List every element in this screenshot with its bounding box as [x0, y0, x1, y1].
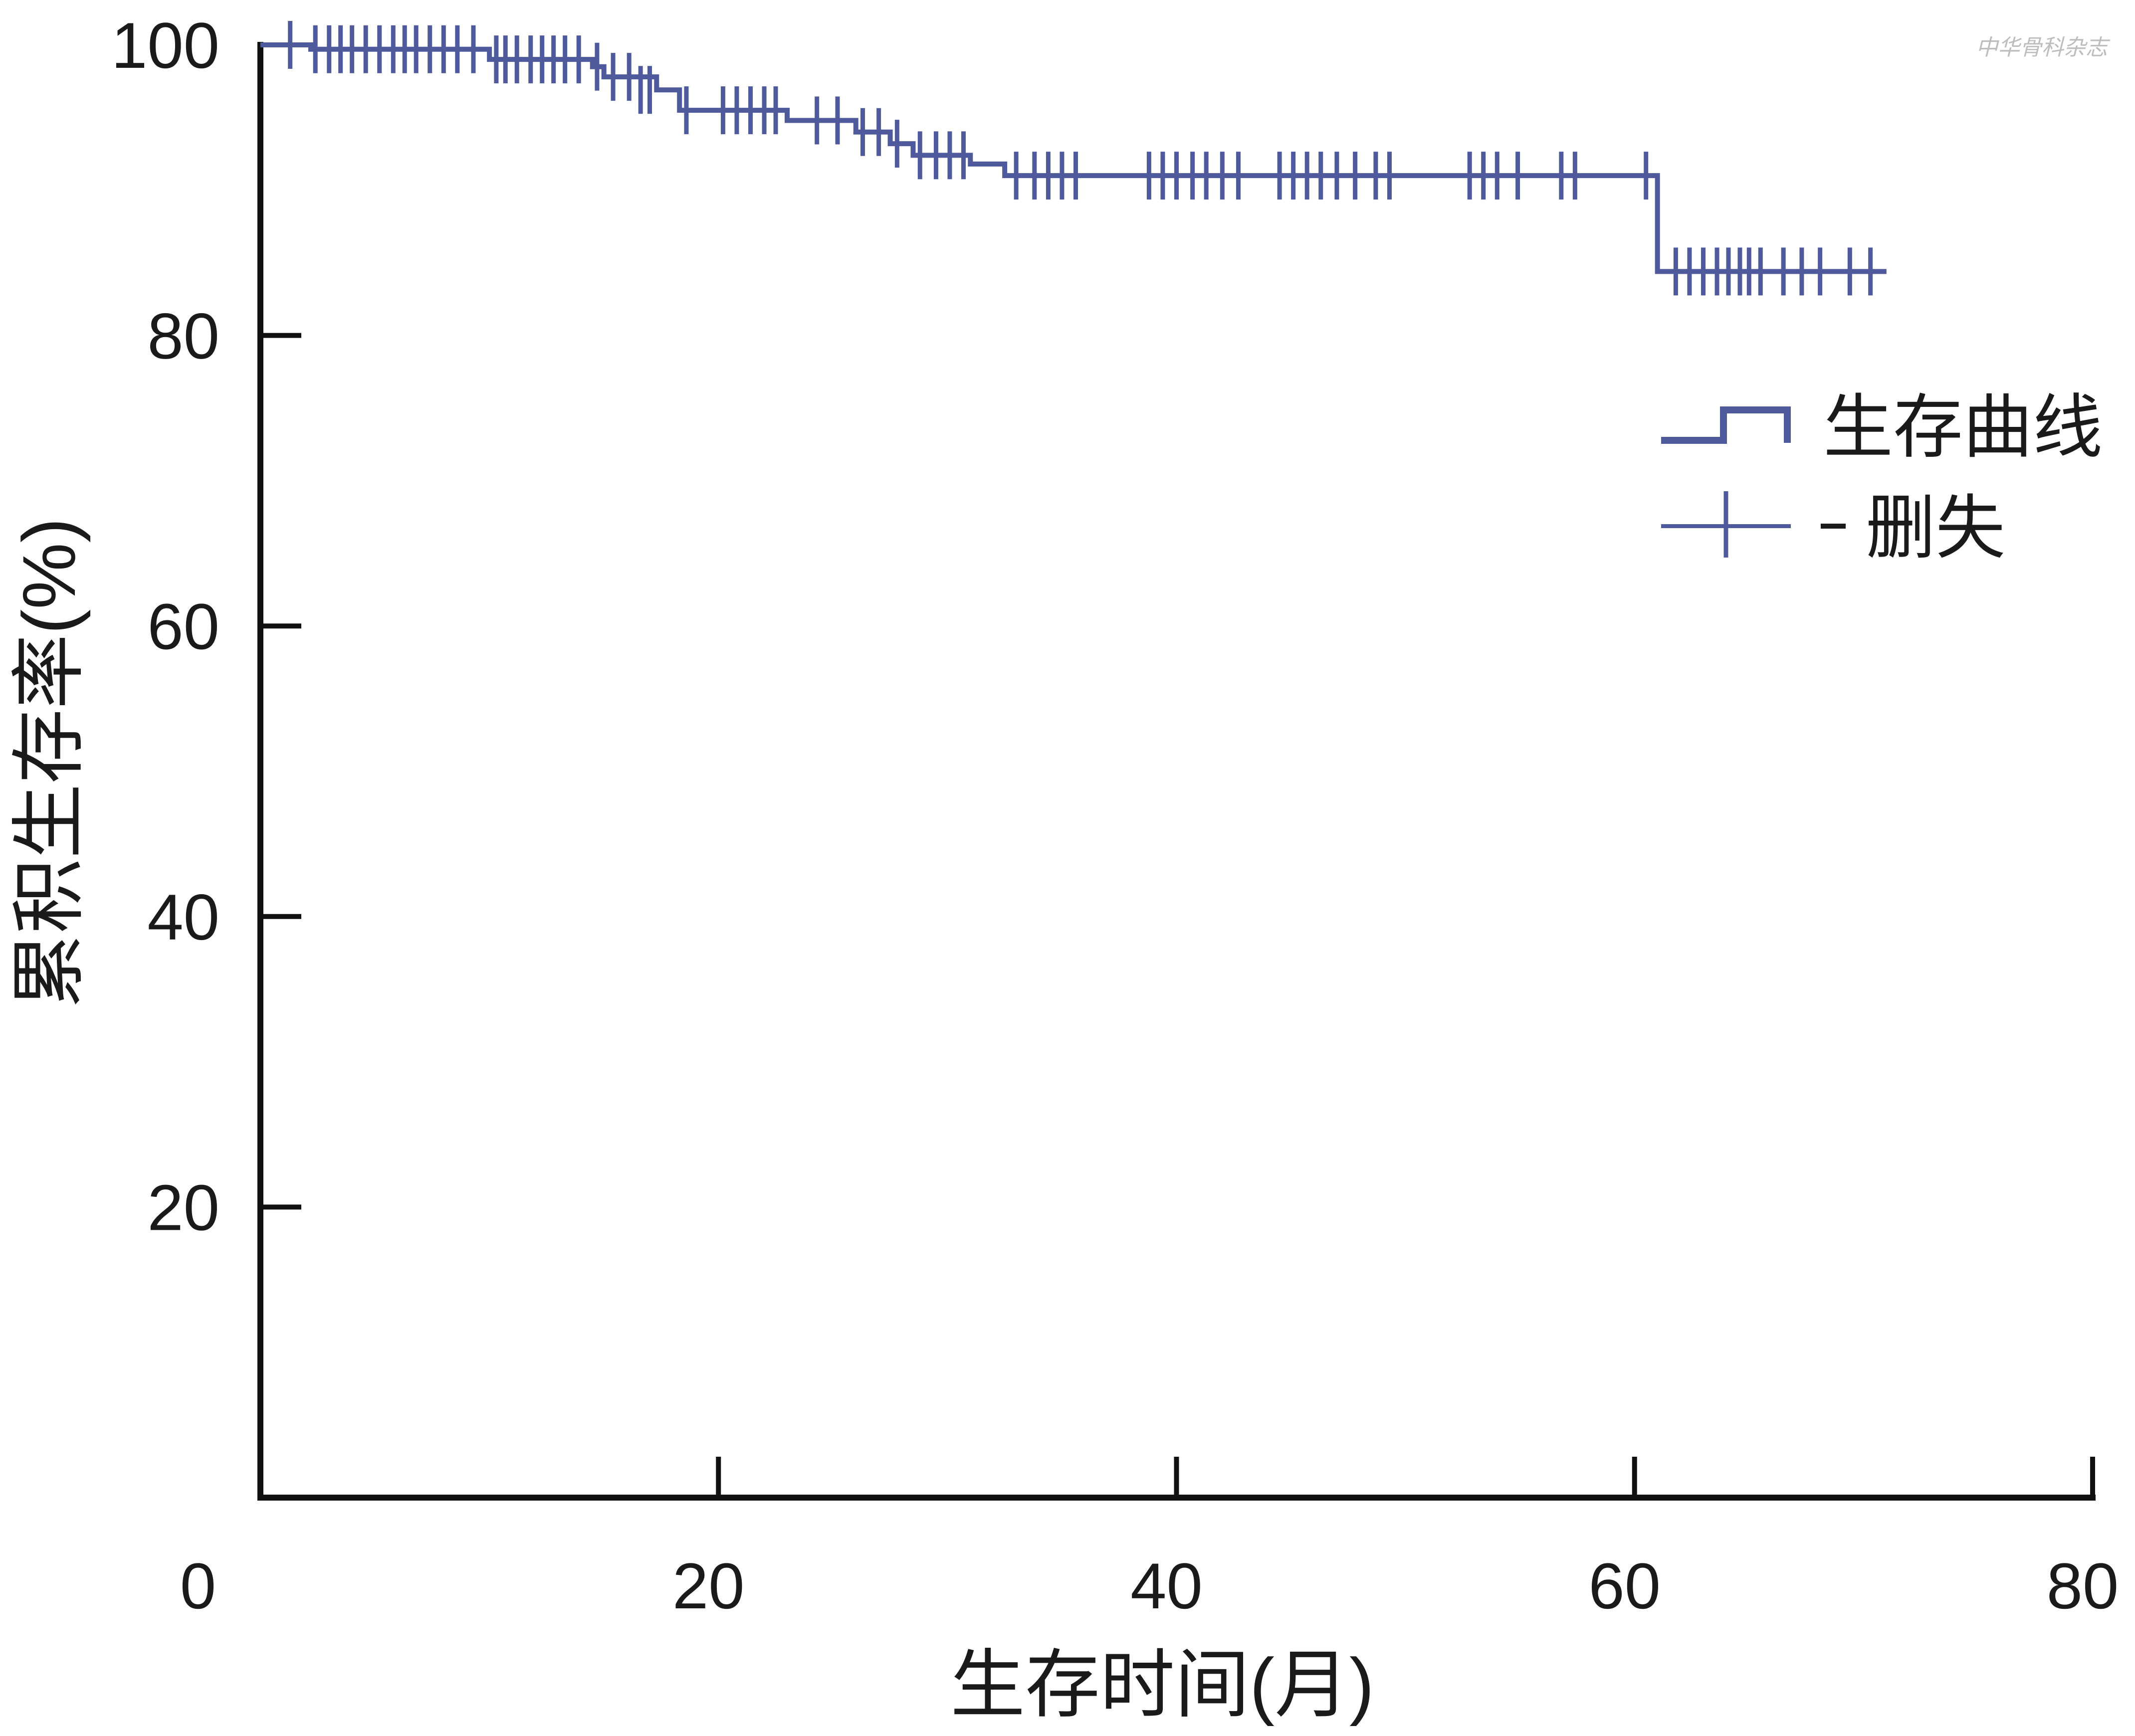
y-tick-label-20: 20 — [147, 1171, 219, 1244]
y-tick-label-60: 60 — [147, 590, 219, 663]
legend-label-censored: 删失 — [1866, 489, 2005, 567]
y-axis-title: 累积生存率(%) — [7, 518, 91, 1008]
legend: 生存曲线 删失 — [1661, 388, 2103, 567]
x-tick-label-80: 80 — [2047, 1549, 2119, 1622]
x-tick-label-0: 0 — [180, 1549, 216, 1622]
marks — [260, 21, 1887, 296]
legend-censor-swatch — [1661, 491, 1846, 558]
x-tick-label-40: 40 — [1130, 1549, 1203, 1622]
y-tick-label-80: 80 — [147, 300, 219, 373]
legend-label-survival-curve: 生存曲线 — [1823, 388, 2103, 466]
x-axis-title: 生存时间(月) — [950, 1643, 1374, 1727]
axes: 0 20 40 60 80 20 40 60 80 100 — [111, 9, 2119, 1622]
x-tick-label-20: 20 — [672, 1549, 745, 1622]
journal-watermark: 中华骨科杂志 — [1976, 35, 2111, 60]
x-tick-label-60: 60 — [1588, 1549, 1661, 1622]
y-tick-label-40: 40 — [147, 881, 219, 954]
y-tick-label-100: 100 — [111, 9, 219, 82]
legend-step-swatch — [1661, 406, 1791, 444]
